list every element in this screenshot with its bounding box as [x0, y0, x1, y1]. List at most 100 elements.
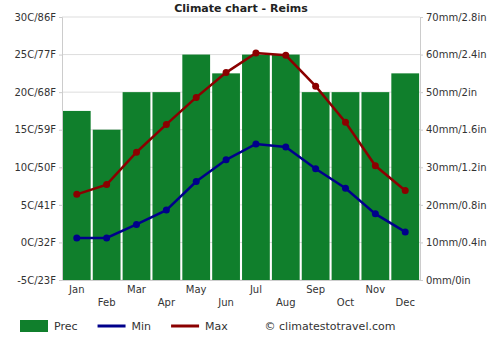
axis: -5C/23F0C/32F5C/41F10C/50F15C/59F20C/68F… — [14, 12, 62, 286]
bars — [63, 55, 419, 280]
legend-label: Prec — [54, 320, 78, 333]
bar — [212, 73, 240, 280]
tick: 10mm/0.4in — [420, 237, 487, 248]
axis: 0mm/0in10mm/0.4in20mm/0.8in30mm/1.2in40m… — [420, 12, 487, 286]
legend-item: Min — [98, 320, 152, 333]
marker — [342, 119, 349, 126]
tick-label: Dec — [396, 297, 415, 308]
tick-label: Apr — [158, 297, 176, 308]
marker — [73, 191, 80, 198]
legend-item: Max — [171, 320, 228, 333]
tick-label: 20mm/0.8in — [426, 200, 487, 211]
tick: 10C/50F — [14, 162, 62, 173]
bar — [332, 92, 360, 280]
bar — [152, 92, 180, 280]
legend-label: Max — [205, 320, 228, 333]
tick: Feb — [98, 280, 116, 308]
tick-label: May — [186, 284, 207, 295]
tick: 0mm/0in — [420, 275, 471, 286]
tick-label: 10C/50F — [14, 162, 56, 173]
markers — [73, 140, 408, 241]
axis-line — [421, 18, 424, 281]
tick: 70mm/2.8in — [420, 12, 487, 23]
tick: Mar — [127, 280, 147, 295]
marker — [312, 165, 319, 172]
legend: Prec Min Max — [20, 320, 228, 333]
tick-mark — [59, 280, 62, 281]
legend-swatch — [171, 325, 199, 328]
bar — [361, 92, 389, 280]
legend-swatch — [20, 320, 48, 332]
axis: Jan Feb Mar Apr May Jun Jul Aug Sep Oct Nov Dec — [63, 280, 421, 308]
tick-mark — [59, 17, 62, 18]
tick-label: Feb — [98, 297, 116, 308]
axis-line — [59, 18, 63, 281]
tick-label: Jun — [217, 297, 234, 308]
chart-container: Climate chart - Reims-5C/23F0C/32F5C/41F… — [0, 0, 500, 350]
tick-label: 0mm/0in — [426, 275, 471, 286]
tick: Jul — [249, 280, 262, 295]
tick-label: Nov — [366, 284, 386, 295]
annotation: © climatestotravel.com — [265, 320, 396, 333]
tick-label: Oct — [337, 297, 354, 308]
tick-mark — [420, 55, 423, 56]
bar — [391, 73, 419, 280]
tick-label: 15C/59F — [14, 124, 56, 135]
tick-label: 5C/41F — [21, 200, 56, 211]
marker — [73, 234, 80, 241]
legend-item: Prec — [20, 320, 78, 333]
tick-mark — [420, 242, 423, 243]
grid — [62, 17, 420, 280]
tick: 50mm/2in — [420, 87, 477, 98]
marker — [252, 50, 259, 57]
tick-mark — [59, 130, 62, 131]
tick-mark — [420, 17, 423, 18]
marker — [223, 69, 230, 76]
tick-mark — [420, 205, 423, 206]
marker — [193, 94, 200, 101]
line — [77, 53, 405, 194]
tick-label: 10mm/0.4in — [426, 237, 487, 248]
tick-label: Jan — [68, 284, 84, 295]
bar — [93, 130, 121, 280]
legend-swatch — [98, 325, 126, 328]
tick: Aug — [276, 280, 296, 308]
tick: 30mm/1.2in — [420, 162, 487, 173]
marker — [282, 143, 289, 150]
tick-label: 30C/86F — [14, 12, 56, 23]
tick: 25C/77F — [14, 49, 62, 60]
tick: 5C/41F — [21, 200, 62, 211]
tick: May — [186, 280, 207, 295]
marker — [372, 162, 379, 169]
tick: Dec — [396, 280, 415, 308]
tick-mark — [420, 130, 423, 131]
tick-label: 20C/68F — [14, 87, 56, 98]
grid-line — [62, 17, 420, 18]
tick-label: 50mm/2in — [426, 87, 477, 98]
grid-line — [62, 54, 420, 55]
bar — [123, 92, 151, 280]
tick: Jan — [68, 280, 84, 295]
marker — [133, 149, 140, 156]
tick-label: -5C/23F — [17, 275, 56, 286]
tick-mark — [420, 92, 423, 93]
tick: Nov — [366, 280, 386, 295]
tick-mark — [59, 92, 62, 93]
tick-label: 25C/77F — [14, 49, 56, 60]
title: Climate chart - Reims — [174, 2, 308, 15]
tick: 20mm/0.8in — [420, 200, 487, 211]
tick-label: Sep — [306, 284, 325, 295]
chart-svg: Climate chart - Reims-5C/23F0C/32F5C/41F… — [0, 0, 500, 350]
markers — [73, 50, 408, 198]
marker — [402, 187, 409, 194]
legend-label: Min — [132, 320, 152, 333]
tick: 60mm/2.4in — [420, 49, 487, 60]
tick-mark — [420, 167, 423, 168]
marker — [193, 178, 200, 185]
bar — [242, 55, 270, 280]
tick-label: Mar — [127, 284, 147, 295]
tick: 15C/59F — [14, 124, 62, 135]
marker — [252, 140, 259, 147]
marker — [103, 234, 110, 241]
bar — [272, 55, 300, 280]
